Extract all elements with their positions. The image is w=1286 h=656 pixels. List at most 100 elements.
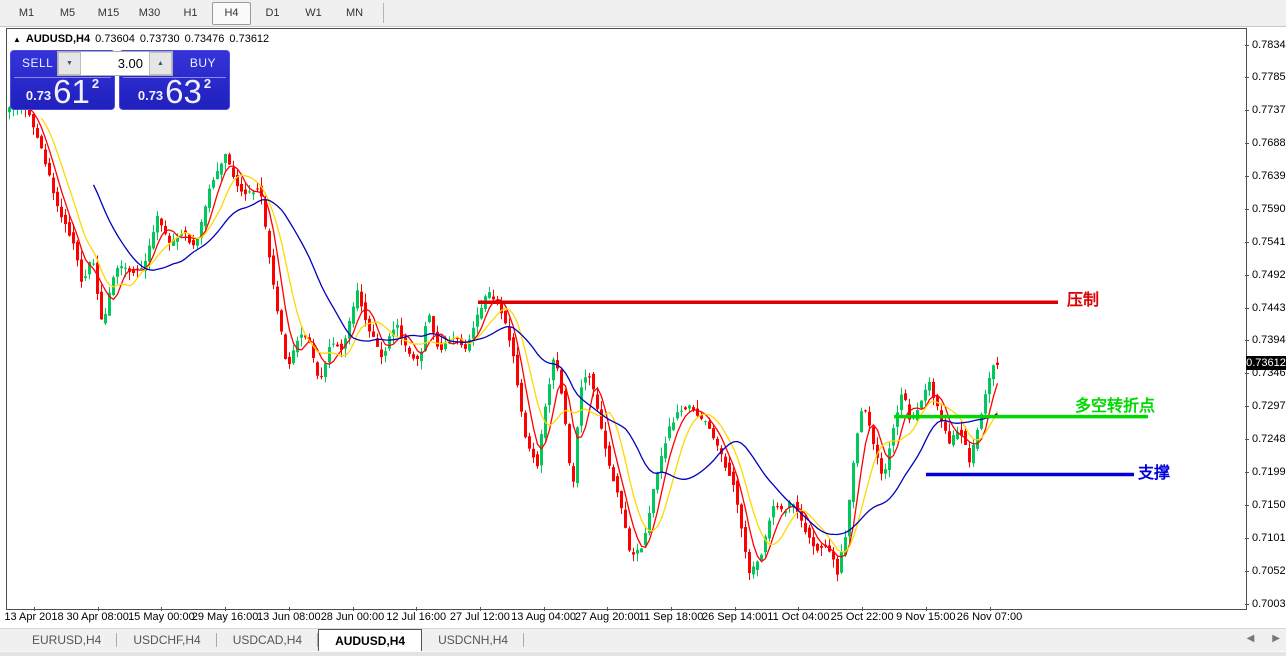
timeframe-button-m30[interactable]: M30 <box>138 7 161 19</box>
price-axis-tick <box>1245 603 1249 605</box>
time-axis-tick <box>543 607 545 611</box>
price-axis-tick <box>1245 471 1249 473</box>
tab-scroll-right-icon[interactable]: ▶ <box>1272 633 1280 644</box>
time-axis-label: 11 Oct 04:00 <box>767 611 830 623</box>
sell-price-prefix: 0.73 <box>25 88 52 103</box>
chart-tab-usdchf[interactable]: USDCHF,H4 <box>117 629 217 651</box>
time-axis-label: 26 Nov 07:00 <box>956 611 1023 623</box>
current-price-tag: 0.73612 <box>1246 356 1286 371</box>
price-axis-tick <box>1245 438 1249 440</box>
time-axis-label: 27 Jul 12:00 <box>449 611 510 623</box>
time-axis-tick <box>352 607 354 611</box>
volume-input[interactable]: 3.00 <box>117 56 143 71</box>
time-axis-tick <box>225 607 227 611</box>
timeframe-button-m15[interactable]: M15 <box>97 7 120 19</box>
chart-window-audusd[interactable]: 压制多空转折点支撑 ▲ AUDUSD,H4 0.73604 0.73730 0.… <box>6 28 1247 610</box>
trendline-label-2: 支撑 <box>1137 463 1170 482</box>
time-axis-tick <box>97 607 99 611</box>
volume-decrease-button[interactable]: ▼ <box>58 52 81 75</box>
moving-average-22 <box>92 184 998 536</box>
time-axis-label: 11 Sep 18:00 <box>638 611 704 623</box>
timeframe-toolbar: M1 M5 M15 M30 H1 H4 D1 W1 MN <box>0 0 1286 27</box>
ohlc-close: 0.73612 <box>229 33 270 45</box>
price-axis-tick <box>1245 175 1249 177</box>
trendline-label-1: 多空转折点 <box>1075 396 1155 415</box>
timeframe-button-w1[interactable]: W1 <box>305 7 322 19</box>
timeframe-button-mn[interactable]: MN <box>345 7 364 19</box>
chart-tab-usdcnh[interactable]: USDCNH,H4 <box>422 629 525 651</box>
time-axis-tick <box>479 607 481 611</box>
one-click-trading-panel: SELL 0.73 61 2 BUY 0.73 63 2 ▼ 3.0 <box>10 50 232 112</box>
time-axis-label: 13 Aug 04:00 <box>511 611 577 623</box>
timeframe-button-h1[interactable]: H1 <box>183 7 198 19</box>
collapse-triangle-icon[interactable]: ▲ <box>13 34 21 44</box>
time-axis-tick <box>671 607 672 611</box>
price-axis-tick <box>1245 241 1249 243</box>
time-axis-label: 9 Nov 15:00 <box>896 611 956 623</box>
time-axis-tick <box>416 607 418 611</box>
time-axis-tick <box>925 607 927 611</box>
tab-separator <box>317 633 319 647</box>
time-axis-label: 12 Jul 16:00 <box>386 611 447 623</box>
price-axis-tick <box>1245 307 1249 309</box>
volume-spinner: ▼ 3.00 ▲ <box>57 51 173 76</box>
tab-scroll-left-icon[interactable]: ◀ <box>1246 633 1255 644</box>
chart-title: ▲ AUDUSD,H4 0.73604 0.73730 0.73476 0.73… <box>13 33 269 45</box>
ohlc-open: 0.73604 <box>95 33 135 45</box>
chart-tab-audusd[interactable]: AUDUSD,H4 <box>318 629 423 651</box>
time-axis-tick <box>798 607 800 611</box>
time-axis[interactable]: 13 Apr 2018 30 Apr 08:00 15 May 00:00 29 Ma… <box>4 607 1247 626</box>
volume-increase-button[interactable]: ▲ <box>149 52 172 75</box>
time-axis-label: 25 Oct 22:00 <box>830 611 894 623</box>
time-axis-tick <box>161 607 163 611</box>
time-axis-label: 26 Sep 14:00 <box>701 611 768 623</box>
timeframe-button-h4[interactable]: H4 <box>212 1 251 25</box>
price-axis-tick <box>1245 274 1249 276</box>
chart-tab-eurusd[interactable]: EURUSD,H4 <box>16 629 118 651</box>
price-axis-tick <box>1245 405 1249 407</box>
ohlc-high: 0.73730 <box>139 33 180 45</box>
price-axis-tick <box>1245 44 1249 46</box>
buy-price-prefix: 0.73 <box>137 88 164 103</box>
price-axis-tick <box>1245 142 1249 144</box>
trendline-label-0: 压制 <box>1067 291 1099 309</box>
time-axis-tick <box>734 607 736 611</box>
buy-divider <box>123 77 226 78</box>
chart-symbol: AUDUSD,H4 <box>25 33 91 45</box>
tab-separator <box>116 633 118 647</box>
toolbar-separator <box>383 3 384 23</box>
price-axis-tick <box>1245 77 1249 79</box>
time-axis-label: 28 Jun 00:00 <box>320 611 385 623</box>
timeframe-button-m1[interactable]: M1 <box>18 7 35 19</box>
time-axis-label: 15 May 00:00 <box>128 611 195 623</box>
timeframe-button-d1[interactable]: D1 <box>265 7 280 19</box>
buy-price-big: 63 <box>165 73 202 110</box>
timeframe-button-m5[interactable]: M5 <box>59 7 76 19</box>
time-axis-label: 30 Apr 08:00 <box>66 611 129 623</box>
time-axis-tick <box>862 607 864 611</box>
chart-tab-usdcad[interactable]: USDCAD,H4 <box>217 629 319 651</box>
sell-price-big: 61 <box>53 73 90 110</box>
time-axis-label: 13 Jun 08:00 <box>256 611 321 623</box>
price-axis-tick <box>1245 208 1249 210</box>
time-axis-tick <box>288 607 290 611</box>
